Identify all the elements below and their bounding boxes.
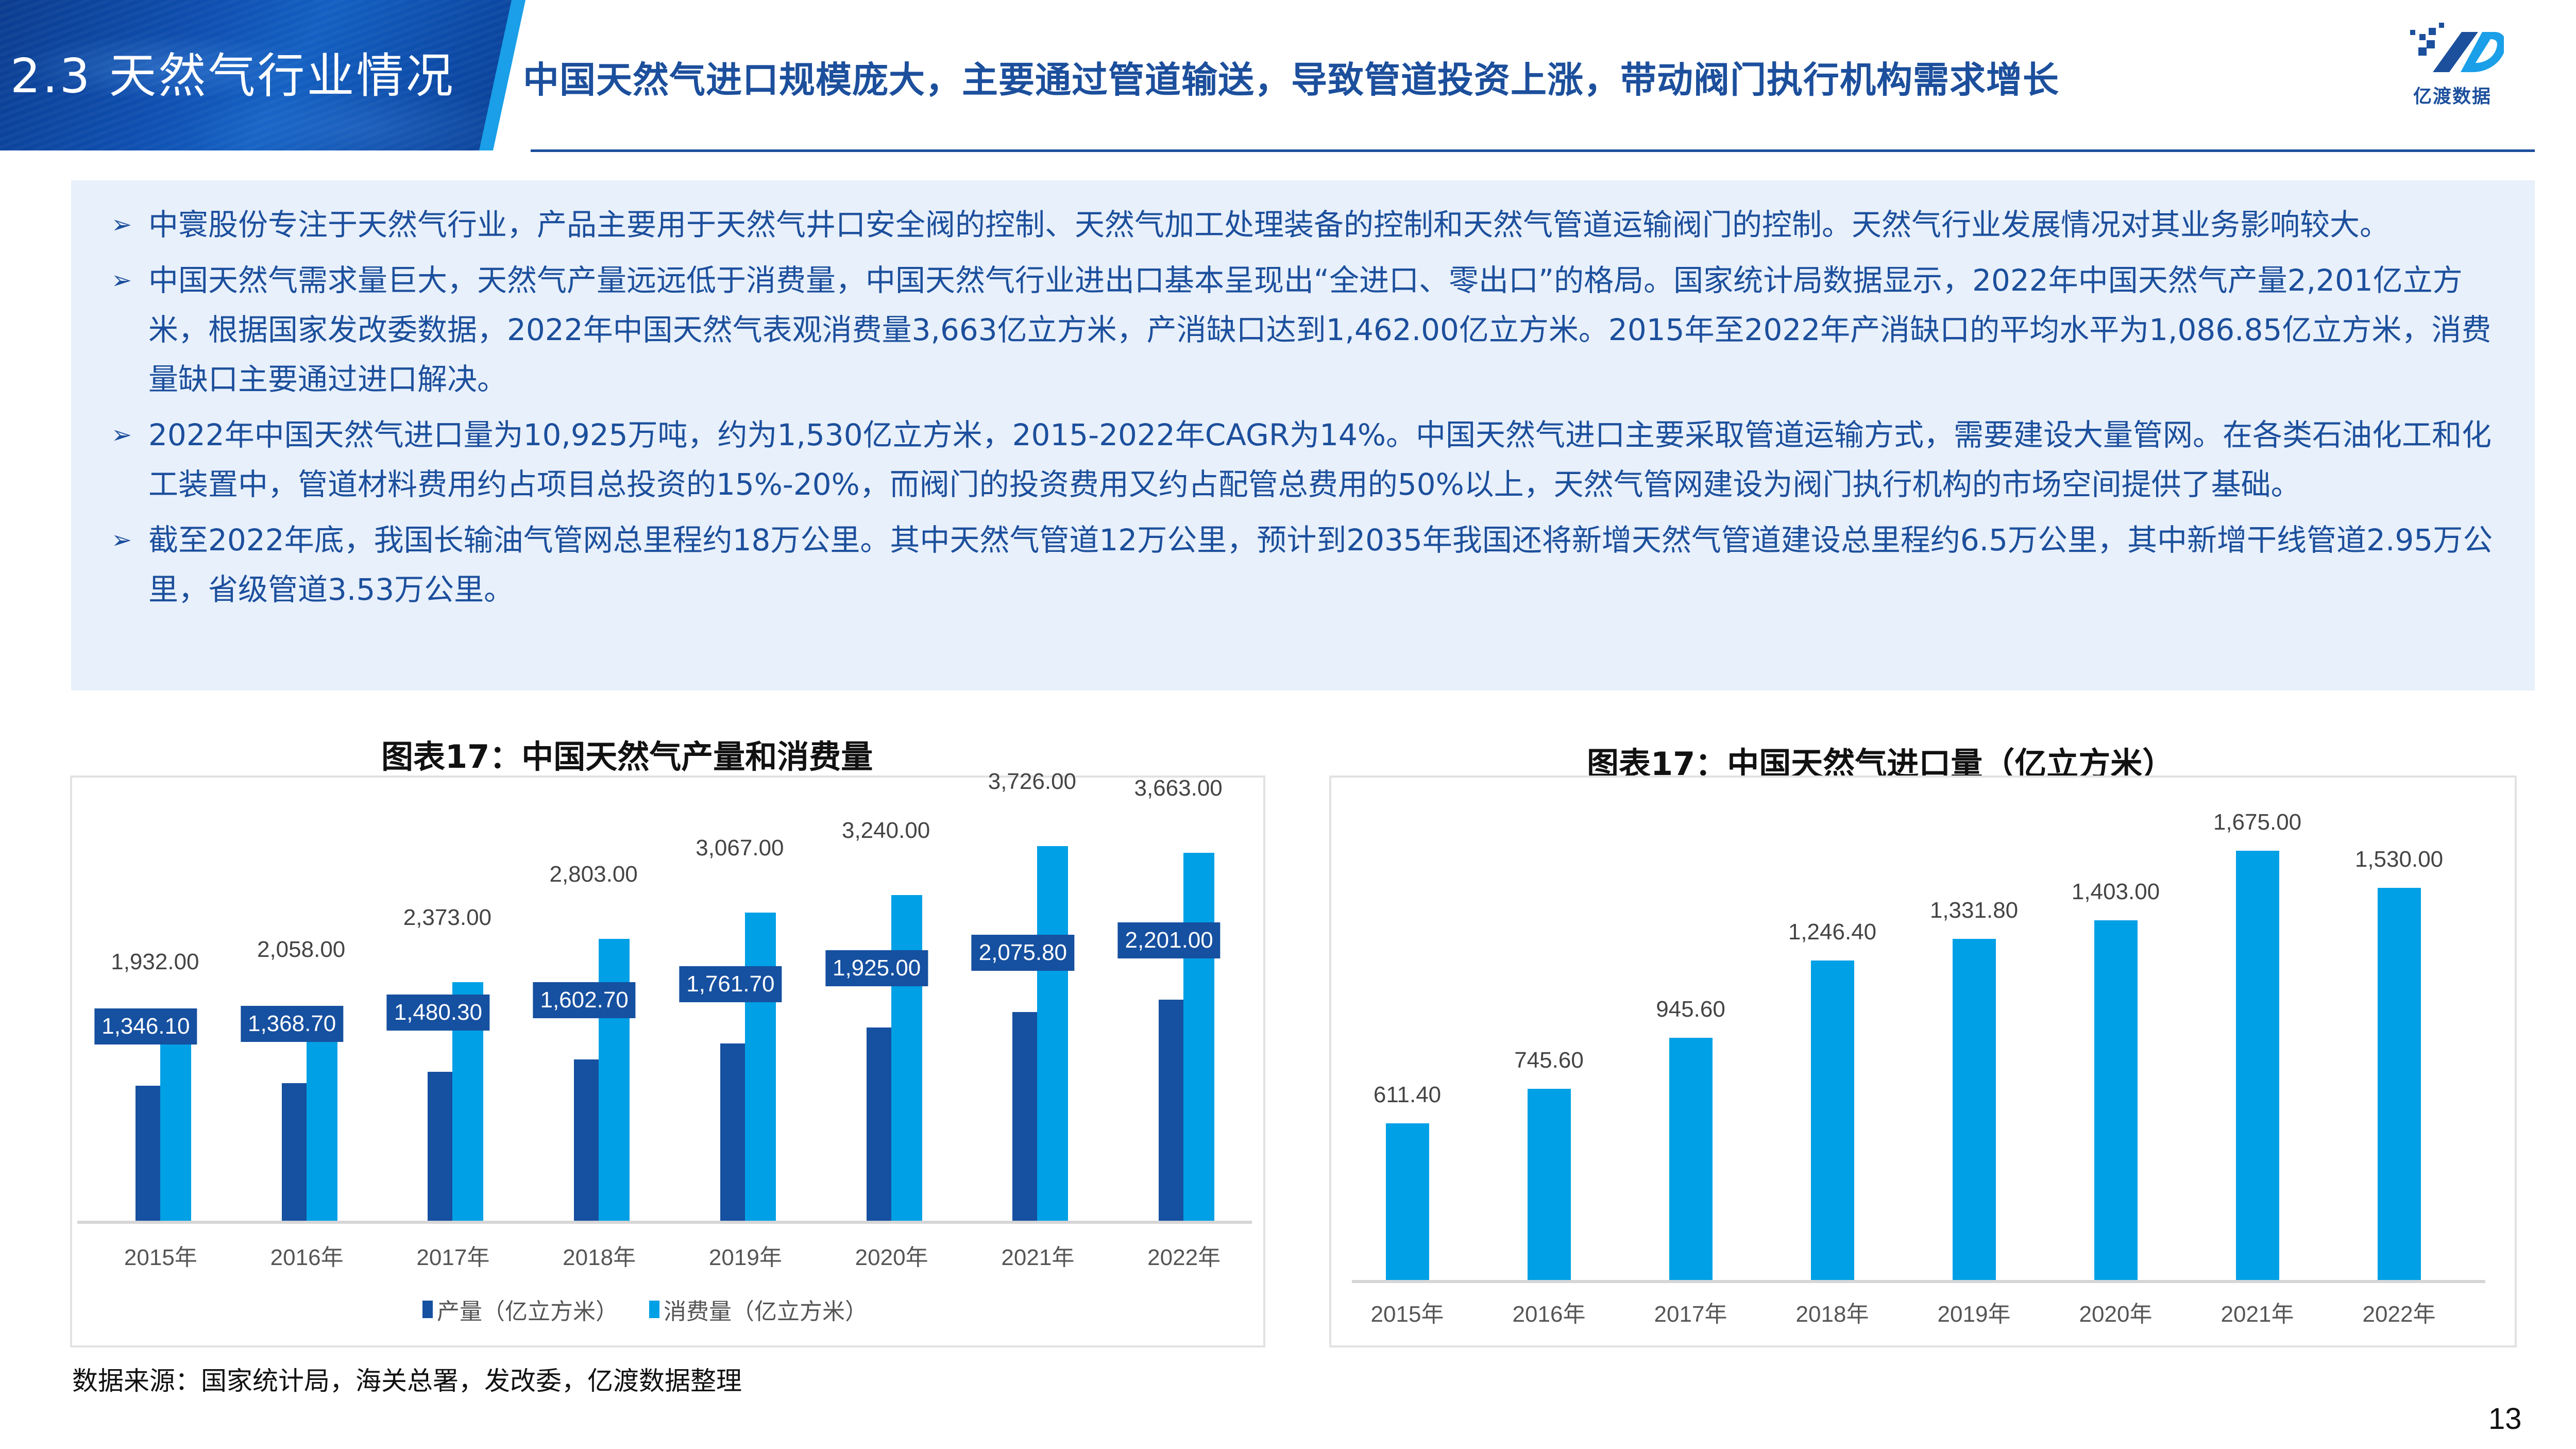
x-tick-label: 2021年 bbox=[1001, 1245, 1075, 1270]
x-tick-label: 2017年 bbox=[416, 1245, 490, 1270]
bar-imports bbox=[1385, 1123, 1429, 1280]
chart-title-production-consumption: 图表17：中国天然气产量和消费量 bbox=[381, 738, 873, 776]
arrow-bullet-icon: ➢ bbox=[111, 266, 132, 295]
x-tick-label: 2018年 bbox=[563, 1245, 636, 1270]
header-divider bbox=[531, 149, 2535, 152]
plot-area: 1,932.00 1,346.10 2,058.00 1,368.70 2,373.00… bbox=[77, 769, 1247, 1221]
x-tick-label: 2020年 bbox=[2079, 1302, 2153, 1327]
arrow-bullet-icon: ➢ bbox=[111, 210, 132, 239]
bar-imports bbox=[1952, 938, 1996, 1280]
data-label-consumption: 3,067.00 bbox=[696, 835, 784, 861]
bullet-text: 中国天然气需求量巨大，天然气产量远远低于消费量，中国天然气行业进出口基本呈现出“… bbox=[148, 263, 2492, 397]
logo-text: 亿渡数据 bbox=[2413, 86, 2492, 107]
x-tick-label: 2018年 bbox=[1795, 1302, 1869, 1327]
data-label-production: 1,602.70 bbox=[533, 982, 636, 1019]
data-label-consumption: 2,058.00 bbox=[257, 936, 346, 962]
bar-consumption bbox=[1183, 852, 1215, 1221]
data-label-consumption: 3,726.00 bbox=[988, 769, 1077, 795]
data-label-production: 1,761.70 bbox=[679, 966, 782, 1003]
data-label-production: 2,075.80 bbox=[971, 935, 1075, 971]
data-label-production: 2,201.00 bbox=[1117, 922, 1221, 958]
summary-box: ➢ 中寰股份专注于天然气行业，产品主要用于天然气井口安全阀的控制、天然气加工处理… bbox=[71, 180, 2535, 690]
data-source-note: 数据来源：国家统计局，海关总署，发改委，亿渡数据整理 bbox=[72, 1366, 742, 1396]
bullet-item: ➢ 2022年中国天然气进口量为10,925万吨，约为1,530亿立方米，201… bbox=[107, 410, 2509, 509]
bar-consumption bbox=[599, 939, 630, 1221]
x-tick-label: 2022年 bbox=[2362, 1302, 2436, 1327]
data-label-imports: 1,530.00 bbox=[2354, 847, 2444, 872]
bar-imports bbox=[1810, 961, 1854, 1280]
bar-consumption bbox=[160, 1026, 191, 1221]
data-label-production: 1,480.30 bbox=[386, 995, 490, 1031]
x-axis-labels: 2015年 2016年 2017年 2018年 2019年 2020年 2021年 2022年 bbox=[1352, 1295, 2485, 1327]
chart-imports: 611.40 745.60 945.60 1,246.40 1,331.80 1,403.… bbox=[1329, 776, 2517, 1347]
data-label-production: 1,925.00 bbox=[825, 950, 928, 986]
bar-consumption bbox=[744, 912, 776, 1221]
data-label-consumption: 2,373.00 bbox=[403, 905, 492, 931]
bar-consumption bbox=[891, 895, 922, 1221]
bar-imports bbox=[1669, 1037, 1713, 1280]
x-tick-label: 2017年 bbox=[1654, 1302, 1727, 1327]
data-label-consumption: 3,663.00 bbox=[1134, 775, 1223, 801]
x-tick-label: 2015年 bbox=[124, 1245, 197, 1270]
x-axis bbox=[77, 1221, 1252, 1224]
x-tick-label: 2021年 bbox=[2221, 1302, 2294, 1327]
data-label-imports: 611.40 bbox=[1373, 1082, 1442, 1107]
bullet-text: 2022年中国天然气进口量为10,925万吨，约为1,530亿立方米，2015-… bbox=[148, 417, 2492, 502]
legend-label: 消费量（亿立方米） bbox=[664, 1299, 868, 1325]
bar-imports bbox=[2235, 851, 2279, 1280]
data-label-production: 1,368.70 bbox=[240, 1006, 344, 1042]
legend-swatch-icon bbox=[422, 1301, 433, 1318]
x-tick-label: 2016年 bbox=[1512, 1302, 1586, 1327]
bullet-text: 截至2022年底，我国长输油气管网总里程约18万公里。其中天然气管道12万公里，… bbox=[148, 523, 2493, 607]
bullet-text: 中寰股份专注于天然气行业，产品主要用于天然气井口安全阀的控制、天然气加工处理装备… bbox=[148, 207, 2390, 242]
x-tick-label: 2022年 bbox=[1147, 1245, 1221, 1270]
legend-label: 产量（亿立方米） bbox=[437, 1299, 618, 1325]
chart-legend: 产量（亿立方米） 消费量（亿立方米） bbox=[422, 1293, 868, 1326]
chart-production-consumption: 1,932.00 1,346.10 2,058.00 1,368.70 2,373.00… bbox=[70, 769, 1265, 1347]
yd-logo-icon bbox=[2410, 23, 2506, 72]
data-label-imports: 745.60 bbox=[1514, 1048, 1584, 1073]
bar-imports bbox=[2377, 888, 2421, 1280]
x-tick-label: 2020年 bbox=[855, 1245, 928, 1270]
data-label-consumption: 2,803.00 bbox=[549, 862, 638, 887]
data-label-imports: 1,403.00 bbox=[2071, 879, 2160, 905]
data-label-imports: 1,246.40 bbox=[1788, 919, 1877, 945]
data-label-consumption: 3,240.00 bbox=[841, 818, 930, 844]
data-label-imports: 945.60 bbox=[1656, 996, 1725, 1022]
legend-item-consumption: 消费量（亿立方米） bbox=[649, 1293, 868, 1326]
legend-item-production: 产量（亿立方米） bbox=[422, 1293, 618, 1326]
x-tick-label: 2019年 bbox=[1937, 1302, 2011, 1327]
bar-imports bbox=[1527, 1089, 1571, 1280]
arrow-bullet-icon: ➢ bbox=[111, 420, 132, 449]
bar-imports bbox=[2094, 920, 2138, 1280]
x-axis bbox=[1352, 1280, 2485, 1283]
bullet-item: ➢ 截至2022年底，我国长输油气管网总里程约18万公里。其中天然气管道12万公… bbox=[107, 515, 2509, 614]
data-label-production: 1,346.10 bbox=[94, 1008, 197, 1044]
plot-area: 611.40 745.60 945.60 1,246.40 1,331.80 1,403.… bbox=[1352, 810, 2485, 1280]
bullet-item: ➢ 中国天然气需求量巨大，天然气产量远远低于消费量，中国天然气行业进出口基本呈现… bbox=[107, 256, 2509, 404]
arrow-bullet-icon: ➢ bbox=[111, 526, 132, 554]
page-headline: 中国天然气进口规模庞大，主要通过管道输送，导致管道投资上涨，带动阀门执行机构需求… bbox=[523, 59, 2059, 101]
data-label-imports: 1,331.80 bbox=[1929, 897, 2019, 923]
company-logo: 亿渡数据 bbox=[2401, 21, 2555, 108]
bar-consumption bbox=[1037, 846, 1069, 1221]
section-banner bbox=[0, 0, 520, 150]
page-number: 13 bbox=[2488, 1402, 2522, 1436]
x-tick-label: 2016年 bbox=[270, 1245, 344, 1270]
x-axis-labels: 2015年 2016年 2017年 2018年 2019年 2020年 2021年 2022年 bbox=[77, 1239, 1247, 1270]
legend-swatch-icon bbox=[649, 1301, 659, 1318]
bullet-item: ➢ 中寰股份专注于天然气行业，产品主要用于天然气井口安全阀的控制、天然气加工处理… bbox=[107, 200, 2509, 249]
x-tick-label: 2019年 bbox=[708, 1245, 782, 1270]
x-tick-label: 2015年 bbox=[1370, 1302, 1444, 1327]
bar-consumption bbox=[306, 1014, 337, 1221]
section-title: 2.3 天然气行业情况 bbox=[10, 48, 455, 104]
data-label-imports: 1,675.00 bbox=[2213, 810, 2302, 835]
data-label-consumption: 1,932.00 bbox=[111, 949, 199, 975]
